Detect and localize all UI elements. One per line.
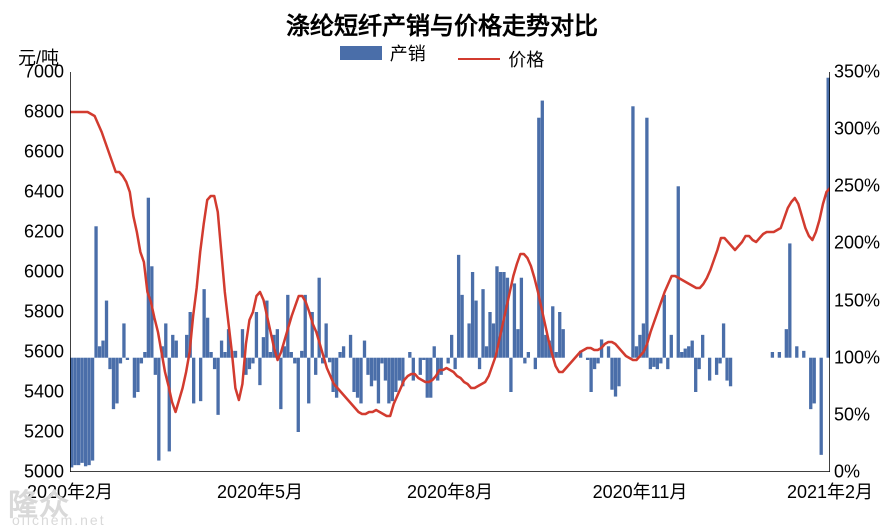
xtick: 2020年8月 xyxy=(407,478,493,504)
chart-title: 涤纶短纤产销与价格走势对比 xyxy=(0,6,884,41)
ytick-left: 6800 xyxy=(24,102,64,123)
legend: 产销 价格 xyxy=(0,40,884,72)
ytick-right: 250% xyxy=(834,176,880,197)
ytick-left: 6600 xyxy=(24,142,64,163)
xtick: 2020年2月 xyxy=(27,478,113,504)
ytick-left: 5400 xyxy=(24,382,64,403)
ytick-right: 200% xyxy=(834,233,880,254)
ytick-left: 6400 xyxy=(24,182,64,203)
watermark-text: oilchem.net xyxy=(12,512,106,528)
ytick-right: 300% xyxy=(834,119,880,140)
ytick-left: 5800 xyxy=(24,302,64,323)
xtick: 2020年5月 xyxy=(217,478,303,504)
ytick-left: 5600 xyxy=(24,342,64,363)
legend-swatch-line xyxy=(458,58,500,60)
ytick-left: 6000 xyxy=(24,262,64,283)
ytick-right: 350% xyxy=(834,62,880,83)
xtick: 2021年2月 xyxy=(787,478,873,504)
plot-area xyxy=(70,72,830,472)
legend-label-bar: 产销 xyxy=(390,40,426,66)
legend-swatch-bar xyxy=(340,46,382,60)
ytick-right: 50% xyxy=(834,404,870,425)
legend-label-line: 价格 xyxy=(508,46,544,72)
ytick-left: 5200 xyxy=(24,422,64,443)
legend-item-bar: 产销 xyxy=(340,40,426,66)
ytick-right: 150% xyxy=(834,290,880,311)
legend-item-line: 价格 xyxy=(458,46,544,72)
ytick-right: 100% xyxy=(834,347,880,368)
ytick-left: 6200 xyxy=(24,222,64,243)
ytick-left: 7000 xyxy=(24,62,64,83)
xtick: 2020年11月 xyxy=(593,478,688,504)
